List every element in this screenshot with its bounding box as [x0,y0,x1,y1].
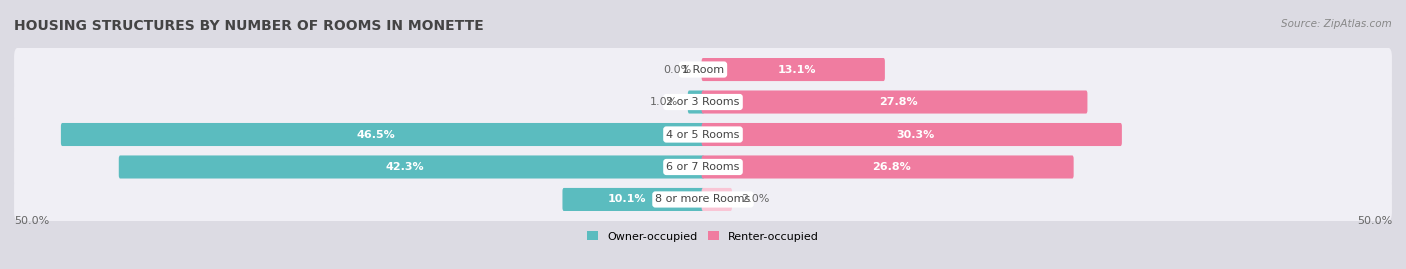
FancyBboxPatch shape [688,90,704,114]
FancyBboxPatch shape [60,123,704,146]
FancyBboxPatch shape [14,145,1392,189]
FancyBboxPatch shape [702,58,884,81]
Text: 50.0%: 50.0% [14,215,49,226]
Text: 2.0%: 2.0% [741,194,770,204]
FancyBboxPatch shape [702,90,1087,114]
Text: 13.1%: 13.1% [778,65,817,75]
FancyBboxPatch shape [14,112,1392,157]
Legend: Owner-occupied, Renter-occupied: Owner-occupied, Renter-occupied [582,227,824,246]
FancyBboxPatch shape [14,178,1392,221]
Text: 50.0%: 50.0% [1357,215,1392,226]
FancyBboxPatch shape [118,155,704,179]
Text: 6 or 7 Rooms: 6 or 7 Rooms [666,162,740,172]
Text: 46.5%: 46.5% [356,129,395,140]
Text: 1.0%: 1.0% [650,97,678,107]
Text: 30.3%: 30.3% [897,129,935,140]
FancyBboxPatch shape [702,123,1122,146]
Text: 27.8%: 27.8% [879,97,918,107]
FancyBboxPatch shape [702,155,1074,179]
FancyBboxPatch shape [562,188,704,211]
Text: 4 or 5 Rooms: 4 or 5 Rooms [666,129,740,140]
Text: 1 Room: 1 Room [682,65,724,75]
FancyBboxPatch shape [14,80,1392,124]
Text: 42.3%: 42.3% [385,162,425,172]
Text: 2 or 3 Rooms: 2 or 3 Rooms [666,97,740,107]
Text: 10.1%: 10.1% [607,194,645,204]
Text: 26.8%: 26.8% [872,162,911,172]
Text: HOUSING STRUCTURES BY NUMBER OF ROOMS IN MONETTE: HOUSING STRUCTURES BY NUMBER OF ROOMS IN… [14,19,484,33]
Text: 0.0%: 0.0% [664,65,692,75]
FancyBboxPatch shape [14,48,1392,91]
FancyBboxPatch shape [702,188,733,211]
Text: 8 or more Rooms: 8 or more Rooms [655,194,751,204]
Text: Source: ZipAtlas.com: Source: ZipAtlas.com [1281,19,1392,29]
